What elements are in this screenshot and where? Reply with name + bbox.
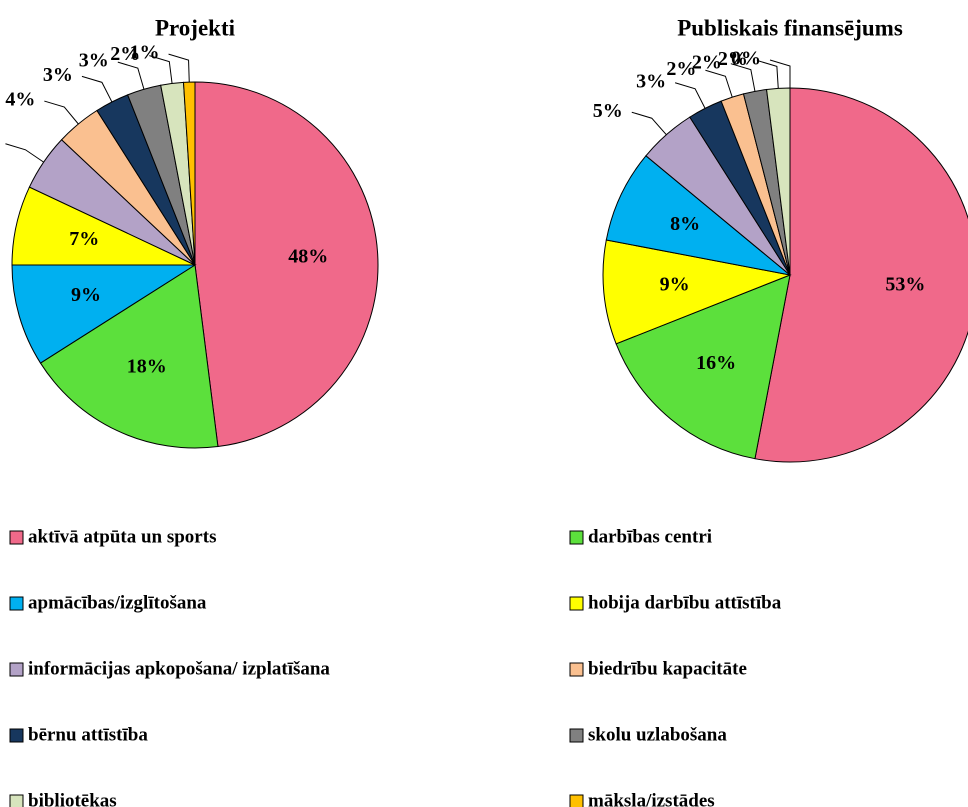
pie-slice — [605, 155, 791, 276]
leader-line — [674, 82, 706, 109]
leader-line — [631, 111, 667, 136]
leader-line — [705, 69, 733, 98]
data-label: 9% — [660, 274, 690, 296]
data-label: 48% — [288, 245, 328, 267]
data-label: 9% — [71, 284, 101, 306]
leader-line — [81, 75, 113, 103]
legend-swatch — [9, 596, 24, 611]
data-label: 53% — [885, 274, 925, 296]
legend-label: darbības centri — [588, 526, 712, 547]
legend-label: apmācības/izglītošana — [28, 592, 207, 613]
pie-slice — [194, 81, 379, 448]
legend-label: skolu uzlabošana — [588, 724, 727, 745]
data-label: 5% — [593, 100, 623, 122]
legend-swatch — [9, 794, 24, 807]
leader-line — [117, 61, 145, 90]
legend-label: informācijas apkopošana/ izplatīšana — [28, 658, 330, 679]
data-label: 2% — [692, 51, 722, 73]
legend-label: bērnu attīstība — [28, 724, 148, 745]
leader-line — [44, 100, 79, 125]
data-label: 3% — [636, 70, 666, 92]
legend-swatch — [569, 794, 584, 807]
legend-label: aktīvā atpūta un sports — [28, 526, 216, 547]
pie-slice — [615, 274, 791, 460]
data-label: 0% — [731, 48, 761, 70]
legend-label: māksla/izstādes — [588, 790, 715, 807]
leader-line — [5, 143, 44, 163]
legend-swatch — [9, 530, 24, 545]
pie-slice — [39, 264, 219, 449]
leader-line — [730, 63, 756, 92]
legend-label: bibliotēkas — [28, 790, 117, 807]
legend-label: hobija darbību attīstība — [588, 592, 782, 613]
data-label: 8% — [670, 213, 700, 235]
data-label: 7% — [69, 228, 99, 250]
legend-swatch — [569, 596, 584, 611]
leader-line — [756, 59, 779, 89]
data-label: 2% — [666, 58, 696, 80]
legend-swatch — [569, 662, 584, 677]
pie-slice — [11, 264, 197, 364]
pie-slice — [602, 239, 792, 345]
data-label: 3% — [79, 50, 109, 72]
chart-title: Projekti — [155, 15, 236, 40]
pie-slice — [754, 87, 968, 463]
leader-line — [149, 55, 173, 84]
data-label: 16% — [696, 352, 736, 374]
leader-line — [168, 53, 190, 83]
data-label: 1% — [130, 42, 160, 64]
legend-label: biedrību kapacitāte — [588, 658, 747, 679]
data-label: 2% — [718, 48, 748, 70]
legend-swatch — [569, 530, 584, 545]
legend-swatch — [9, 728, 24, 743]
data-label: 3% — [43, 64, 73, 86]
legend-swatch — [9, 662, 24, 677]
data-label: 18% — [127, 355, 167, 377]
data-label: 2% — [110, 43, 140, 65]
leader-line — [769, 59, 791, 88]
chart-title: Publiskais finansējums — [677, 15, 903, 40]
data-label: 4% — [5, 89, 35, 111]
legend-swatch — [569, 728, 584, 743]
